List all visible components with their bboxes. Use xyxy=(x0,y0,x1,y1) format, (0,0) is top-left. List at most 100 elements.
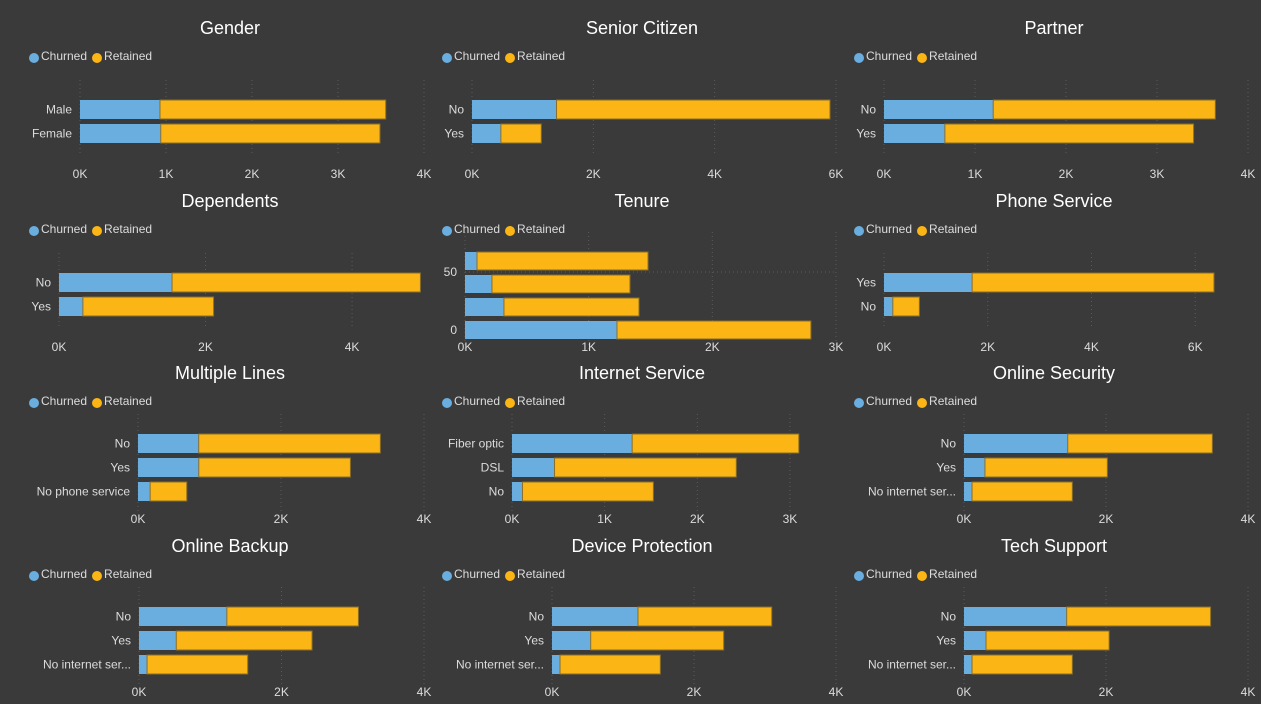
bar-retained[interactable] xyxy=(944,123,1195,144)
bar-retained[interactable] xyxy=(503,297,640,317)
bar-churned[interactable] xyxy=(138,434,199,453)
chart-senior-citizen: 0K 2K 4K 6K No Yes xyxy=(444,80,843,181)
bar-retained[interactable] xyxy=(616,320,812,340)
x-tick-label: 4K xyxy=(345,340,360,354)
bar-churned[interactable] xyxy=(884,124,945,143)
legend-item-churned[interactable]: Churned xyxy=(442,49,500,63)
bar-churned[interactable] xyxy=(552,655,561,674)
bar-churned[interactable] xyxy=(59,297,83,316)
bar-retained[interactable] xyxy=(992,99,1216,120)
legend-marker-churned-icon xyxy=(442,571,452,581)
category-label: No xyxy=(861,103,877,117)
bar-retained[interactable] xyxy=(198,433,381,454)
legend-item-retained[interactable]: Retained xyxy=(92,567,152,581)
bar-churned[interactable] xyxy=(139,631,177,650)
bar-retained[interactable] xyxy=(491,274,631,294)
legend-item-retained[interactable]: Retained xyxy=(505,222,565,236)
legend-item-churned[interactable]: Churned xyxy=(29,567,87,581)
bar-churned[interactable] xyxy=(138,458,199,477)
bar-churned[interactable] xyxy=(552,607,638,626)
legend-item-churned[interactable]: Churned xyxy=(442,394,500,408)
bar-retained[interactable] xyxy=(171,272,421,293)
bar-retained[interactable] xyxy=(984,457,1108,478)
bar-retained[interactable] xyxy=(590,630,725,651)
bar-churned[interactable] xyxy=(512,434,633,453)
legend-item-retained[interactable]: Retained xyxy=(92,222,152,236)
bar-retained[interactable] xyxy=(500,123,542,144)
x-tick-label: 0K xyxy=(465,167,480,181)
bar-retained[interactable] xyxy=(159,99,387,120)
bar-churned[interactable] xyxy=(512,482,523,501)
bar-churned[interactable] xyxy=(964,482,973,501)
bar-retained[interactable] xyxy=(82,296,215,317)
legend-item-churned[interactable]: Churned xyxy=(442,567,500,581)
legend-label: Retained xyxy=(517,567,566,581)
bar-retained[interactable] xyxy=(146,654,249,675)
legend-item-churned[interactable]: Churned xyxy=(29,222,87,236)
bar-churned[interactable] xyxy=(552,631,591,650)
bar-retained[interactable] xyxy=(175,630,313,651)
legend-item-retained[interactable]: Retained xyxy=(917,49,977,63)
bar-churned[interactable] xyxy=(80,124,161,143)
bar-churned[interactable] xyxy=(964,458,985,477)
bar-retained[interactable] xyxy=(556,99,831,120)
bar-churned[interactable] xyxy=(465,321,617,339)
legend-item-churned[interactable]: Churned xyxy=(442,222,500,236)
bar-retained[interactable] xyxy=(198,457,351,478)
bar-retained[interactable] xyxy=(985,630,1110,651)
bar-retained[interactable] xyxy=(971,272,1215,293)
legend-item-retained[interactable]: Retained xyxy=(505,394,565,408)
bar-churned[interactable] xyxy=(465,275,492,293)
x-tick-label: 2K xyxy=(705,340,720,354)
legend-item-retained[interactable]: Retained xyxy=(917,394,977,408)
bar-churned[interactable] xyxy=(964,655,973,674)
bar-churned[interactable] xyxy=(964,631,987,650)
bar-retained[interactable] xyxy=(971,481,1073,502)
bar-retained[interactable] xyxy=(476,251,649,271)
bar-churned[interactable] xyxy=(139,655,148,674)
legend-item-retained[interactable]: Retained xyxy=(505,567,565,581)
legend-item-retained[interactable]: Retained xyxy=(917,567,977,581)
bar-churned[interactable] xyxy=(59,273,173,292)
bar-retained[interactable] xyxy=(631,433,800,454)
bar-churned[interactable] xyxy=(884,273,973,292)
bar-retained[interactable] xyxy=(226,606,359,627)
bar-churned[interactable] xyxy=(465,252,477,270)
bar-churned[interactable] xyxy=(472,124,501,143)
legend-item-retained[interactable]: Retained xyxy=(505,49,565,63)
bar-churned[interactable] xyxy=(80,100,160,119)
legend-label: Churned xyxy=(454,49,501,63)
legend-item-retained[interactable]: Retained xyxy=(92,394,152,408)
legend-marker-retained-icon xyxy=(917,226,928,236)
legend-item-churned[interactable]: Churned xyxy=(854,394,912,408)
bar-retained[interactable] xyxy=(521,481,654,502)
bar-churned[interactable] xyxy=(465,298,504,316)
legend-marker-churned-icon xyxy=(854,53,864,63)
bar-churned[interactable] xyxy=(964,434,1068,453)
bar-retained[interactable] xyxy=(971,654,1073,675)
bar-churned[interactable] xyxy=(884,297,893,316)
bar-retained[interactable] xyxy=(149,481,188,502)
bar-churned[interactable] xyxy=(884,100,994,119)
bar-churned[interactable] xyxy=(138,482,151,501)
bar-retained[interactable] xyxy=(637,606,773,627)
x-tick-label: 0K xyxy=(877,340,892,354)
bar-retained[interactable] xyxy=(1067,433,1213,454)
legend-item-retained[interactable]: Retained xyxy=(92,49,152,63)
bar-churned[interactable] xyxy=(139,607,227,626)
legend-item-retained[interactable]: Retained xyxy=(917,222,977,236)
legend-item-churned[interactable]: Churned xyxy=(29,394,87,408)
bar-retained[interactable] xyxy=(1066,606,1212,627)
legend-item-churned[interactable]: Churned xyxy=(854,49,912,63)
bar-retained[interactable] xyxy=(554,457,737,478)
legend-item-churned[interactable]: Churned xyxy=(854,222,912,236)
bar-churned[interactable] xyxy=(512,458,555,477)
legend-item-churned[interactable]: Churned xyxy=(29,49,87,63)
legend-label: Retained xyxy=(517,222,566,236)
bar-retained[interactable] xyxy=(160,123,381,144)
bar-churned[interactable] xyxy=(964,607,1067,626)
bar-retained[interactable] xyxy=(559,654,661,675)
bar-retained[interactable] xyxy=(892,296,920,317)
bar-churned[interactable] xyxy=(472,100,557,119)
legend-item-churned[interactable]: Churned xyxy=(854,567,912,581)
